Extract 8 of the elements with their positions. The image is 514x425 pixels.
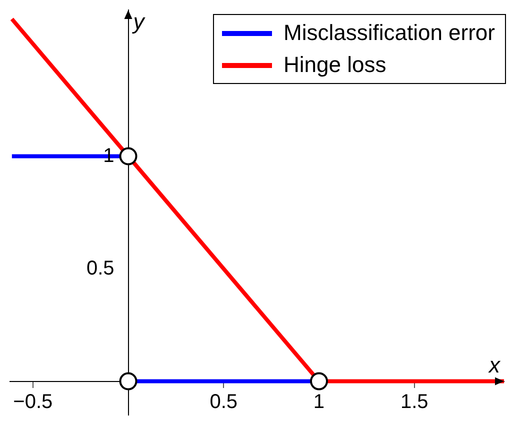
x-tick-label: −0.5 xyxy=(13,390,53,413)
x-tick-label: 1 xyxy=(313,390,325,413)
x-axis-title: x xyxy=(488,352,501,378)
y-axis-title: y xyxy=(131,9,146,34)
legend-label: Misclassification error xyxy=(284,20,495,46)
legend-label: Hinge loss xyxy=(284,52,386,78)
x-tick-label: 1.5 xyxy=(400,390,428,413)
x-tick-label: 0.5 xyxy=(210,390,238,413)
